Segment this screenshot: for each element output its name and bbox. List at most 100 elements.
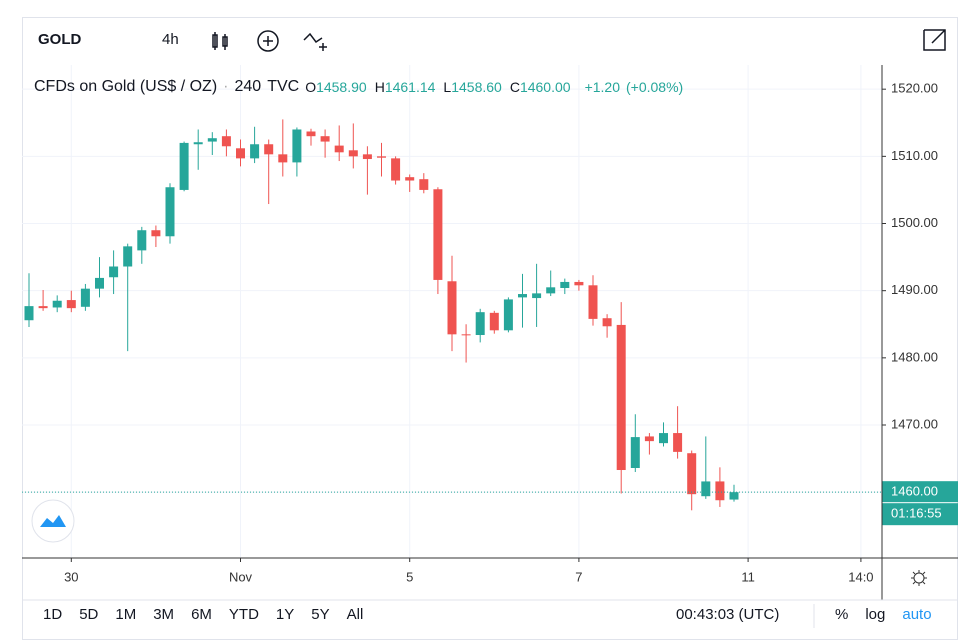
interval[interactable]: 4h (162, 31, 179, 48)
settings-icon[interactable] (911, 570, 927, 586)
ohlc-label: H (374, 79, 385, 95)
candle-body (95, 277, 104, 289)
candle-body (348, 150, 358, 157)
candle-body (221, 136, 231, 147)
legend: CFDs on Gold (US$ / OZ) · 240 TVC O 1458.… (34, 78, 689, 96)
y-tick-label: 1510.00 (891, 148, 938, 163)
ohlc-value: 1458.90 (316, 79, 367, 95)
range-button[interactable]: 3M (153, 606, 175, 623)
range-bar: 1D 5D 1M 3M 6M YTD 1Y 5Y All (43, 606, 380, 623)
candle-body (701, 481, 711, 497)
candle-body (24, 306, 34, 321)
candle-body (123, 246, 133, 267)
clock: 00:43:03 (UTC) (676, 606, 780, 623)
legend-title: CFDs on Gold (US$ / OZ) (34, 78, 218, 95)
range-button[interactable]: 5Y (311, 606, 330, 623)
candle-body (165, 187, 175, 237)
option-button[interactable]: auto (902, 606, 932, 623)
y-tick-label: 1490.00 (891, 282, 938, 297)
candle-body (193, 142, 203, 145)
candle-body (278, 154, 288, 163)
candle-body (207, 138, 217, 142)
candle-body (729, 492, 739, 500)
candle-body (560, 281, 570, 288)
candle-body (433, 189, 443, 280)
last-price-label: 1460.00 (891, 484, 938, 499)
range-button[interactable]: 6M (191, 606, 212, 623)
candle-body (644, 436, 654, 442)
candle-body (673, 433, 683, 452)
candle-body (250, 144, 260, 159)
range-button[interactable]: YTD (228, 606, 259, 623)
candle-body (475, 312, 485, 336)
candle-body (377, 156, 386, 158)
candle-body (489, 312, 499, 331)
y-tick-label: 1500.00 (891, 215, 938, 230)
candle-body (532, 293, 542, 299)
candle-body (588, 285, 598, 319)
x-tick-label: Nov (229, 569, 253, 584)
candle-body (659, 433, 668, 444)
candle-body (151, 230, 161, 237)
candle-body (306, 131, 316, 137)
candle-body (334, 145, 344, 153)
legend-change-pct: (+0.08%) (626, 79, 684, 95)
legend-interval: 240 (234, 78, 262, 95)
range-button[interactable]: 1D (43, 606, 63, 623)
last-price-box (882, 481, 958, 503)
logo (31, 499, 75, 543)
candle-body (715, 481, 725, 501)
candle-body (52, 300, 62, 308)
candle-body (574, 281, 584, 286)
candle-body (447, 281, 457, 335)
candle-body (320, 136, 330, 142)
range-button[interactable]: 5D (79, 606, 99, 623)
ohlc-label: O (305, 79, 317, 95)
range-button[interactable]: 1Y (275, 606, 295, 623)
ohlc-value: 1458.60 (451, 79, 502, 95)
candle-body (616, 324, 626, 471)
candle-body (405, 177, 415, 181)
candle-body (80, 288, 90, 307)
range-button[interactable]: All (346, 606, 364, 623)
frame (22, 17, 958, 640)
candle-body (419, 179, 429, 190)
candle-body (503, 299, 513, 331)
ohlc-value: 1460.00 (519, 79, 571, 95)
option-button[interactable]: % (835, 606, 849, 623)
x-tick-label: 14:0 (848, 569, 873, 584)
range-button[interactable]: 1M (115, 606, 137, 623)
x-tick-label: 7 (575, 569, 582, 584)
x-tick-label: 30 (64, 569, 78, 584)
candle-body (109, 266, 119, 278)
candle-body (179, 142, 189, 190)
symbol[interactable]: GOLD (38, 31, 82, 48)
legend-exchange: TVC (267, 78, 300, 95)
candle-body (602, 318, 612, 327)
candle-body (391, 158, 401, 181)
dot: · (223, 78, 229, 95)
x-tick-label: 11 (741, 569, 755, 584)
candle-body (264, 144, 274, 155)
candle-body (518, 294, 527, 298)
candle-body (546, 287, 556, 294)
candle-body (38, 306, 48, 309)
y-tick-label: 1470.00 (891, 416, 938, 431)
x-tick-label: 5 (406, 569, 413, 584)
option-button[interactable]: log (865, 606, 886, 623)
candle-body (137, 230, 147, 251)
candle-body (66, 300, 76, 309)
countdown-box (882, 503, 958, 526)
candle-body (461, 334, 471, 336)
candle-body (362, 154, 372, 160)
options: % log auto (835, 606, 949, 623)
candle-body (687, 453, 697, 495)
toolbar-icons[interactable] (212, 29, 946, 52)
legend-change: +1.20 (584, 79, 620, 95)
candle-body (630, 437, 640, 468)
y-tick-label: 1520.00 (891, 81, 938, 96)
countdown-label: 01:16:55 (891, 506, 942, 521)
ohlc-label: L (443, 79, 452, 95)
